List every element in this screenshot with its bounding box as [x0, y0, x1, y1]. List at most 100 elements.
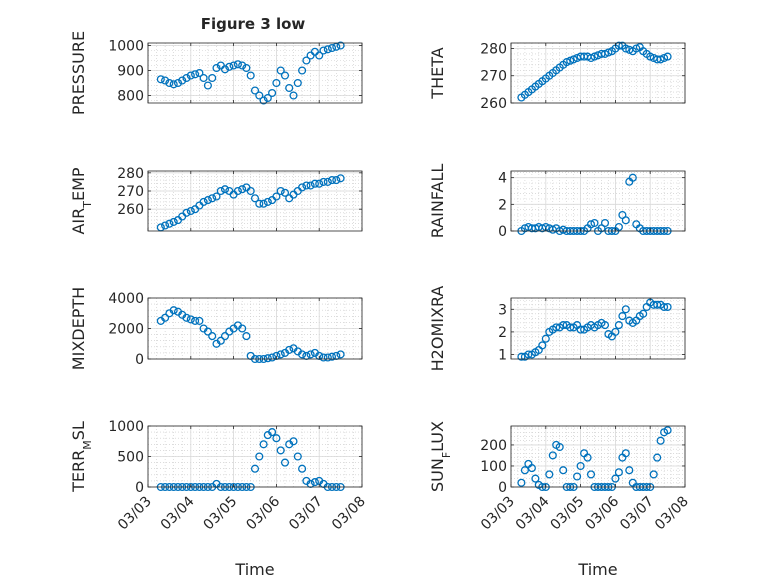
y-axis-label: PRESSURE — [69, 31, 88, 115]
subplot-theta: 260 270 280 THETA — [428, 41, 686, 112]
data-point — [590, 218, 599, 228]
data-point — [246, 71, 255, 80]
data-point — [238, 185, 247, 194]
data-point — [639, 309, 648, 318]
data-point — [233, 60, 242, 69]
data-point — [566, 323, 575, 332]
data-point — [289, 91, 298, 100]
data-point — [319, 177, 328, 186]
data-point — [203, 196, 212, 205]
data-point — [169, 217, 178, 226]
data-point — [332, 176, 341, 185]
data-point — [520, 466, 529, 475]
data-point — [165, 219, 174, 228]
axes-box — [510, 297, 686, 360]
data-point — [323, 353, 332, 362]
data-point — [182, 73, 191, 83]
data-point — [280, 458, 290, 467]
y-tick-label: 1000 — [108, 39, 144, 55]
data-point — [614, 222, 623, 232]
data-point — [182, 208, 191, 217]
data-point — [216, 336, 225, 345]
data-point — [323, 177, 332, 186]
data-point — [268, 88, 277, 98]
data-series — [517, 426, 672, 492]
data-point — [276, 350, 285, 359]
axes-box — [147, 42, 363, 104]
x-axis-label: Time — [234, 560, 274, 579]
data-point — [310, 478, 319, 487]
figure-title: Figure 3 low — [201, 15, 306, 33]
data-point — [541, 334, 550, 343]
data-point — [178, 76, 187, 85]
subplot-h2omixra: 1 2 3 H2OMIXRA — [428, 286, 686, 372]
x-axis-label: Time — [577, 560, 617, 579]
data-point — [628, 173, 637, 182]
y-axis-label: RAINFALL — [428, 164, 447, 239]
axes-box — [510, 170, 686, 232]
y-axis-label: H2OMIXRA — [428, 286, 447, 372]
data-point — [517, 352, 526, 361]
data-point — [263, 197, 272, 206]
data-point — [259, 199, 268, 208]
data-point — [517, 478, 526, 487]
data-point — [255, 199, 264, 208]
data-point — [663, 52, 672, 61]
data-series — [156, 174, 345, 232]
data-point — [156, 75, 165, 84]
y-tick-label: 2 — [498, 325, 507, 341]
data-point — [280, 71, 290, 80]
data-point — [573, 472, 582, 481]
data-point — [306, 350, 315, 359]
data-point — [649, 470, 658, 479]
data-point — [161, 313, 170, 322]
data-point — [191, 316, 200, 325]
data-point — [246, 186, 255, 196]
data-point — [336, 174, 345, 183]
data-point — [238, 61, 247, 70]
data-point — [276, 66, 285, 75]
y-tick-label: 1000 — [108, 419, 144, 435]
data-point — [327, 43, 337, 53]
y-tick-label: 280 — [117, 166, 144, 182]
data-point — [625, 466, 634, 475]
data-point — [293, 78, 302, 88]
data-point — [191, 70, 200, 79]
data-point — [233, 186, 242, 196]
y-tick-label: 0 — [135, 480, 144, 496]
data-point — [186, 206, 195, 216]
data-point — [272, 434, 281, 443]
y-tick-label: 1 — [498, 347, 507, 363]
data-point — [276, 446, 285, 455]
y-tick-label: 0 — [498, 480, 507, 496]
subplot-pressure: 800 900 1000 PRESSURE — [69, 31, 363, 115]
y-tick-label: 100 — [480, 459, 507, 475]
data-point — [212, 63, 221, 73]
data-point — [255, 452, 264, 461]
data-point — [220, 65, 230, 74]
data-series — [517, 298, 672, 361]
data-point — [298, 66, 307, 75]
data-point — [555, 442, 564, 452]
data-point — [161, 76, 170, 85]
data-point — [545, 470, 554, 479]
data-point — [203, 327, 212, 336]
data-point — [614, 468, 623, 477]
data-series — [517, 41, 672, 102]
axes-box — [510, 42, 686, 104]
data-point — [306, 181, 315, 190]
data-point — [272, 192, 281, 201]
y-tick-label: 260 — [480, 96, 507, 112]
data-point — [259, 440, 268, 449]
data-point — [538, 341, 547, 350]
data-point — [586, 470, 596, 479]
subplot-mixdepth: 0 2000 4000 MIXDEPTH — [69, 287, 363, 370]
data-point — [161, 221, 170, 230]
data-point — [195, 316, 204, 325]
data-point — [276, 186, 285, 196]
data-point — [285, 83, 294, 93]
data-point — [186, 71, 195, 80]
data-point — [225, 62, 234, 71]
data-point — [336, 350, 345, 359]
